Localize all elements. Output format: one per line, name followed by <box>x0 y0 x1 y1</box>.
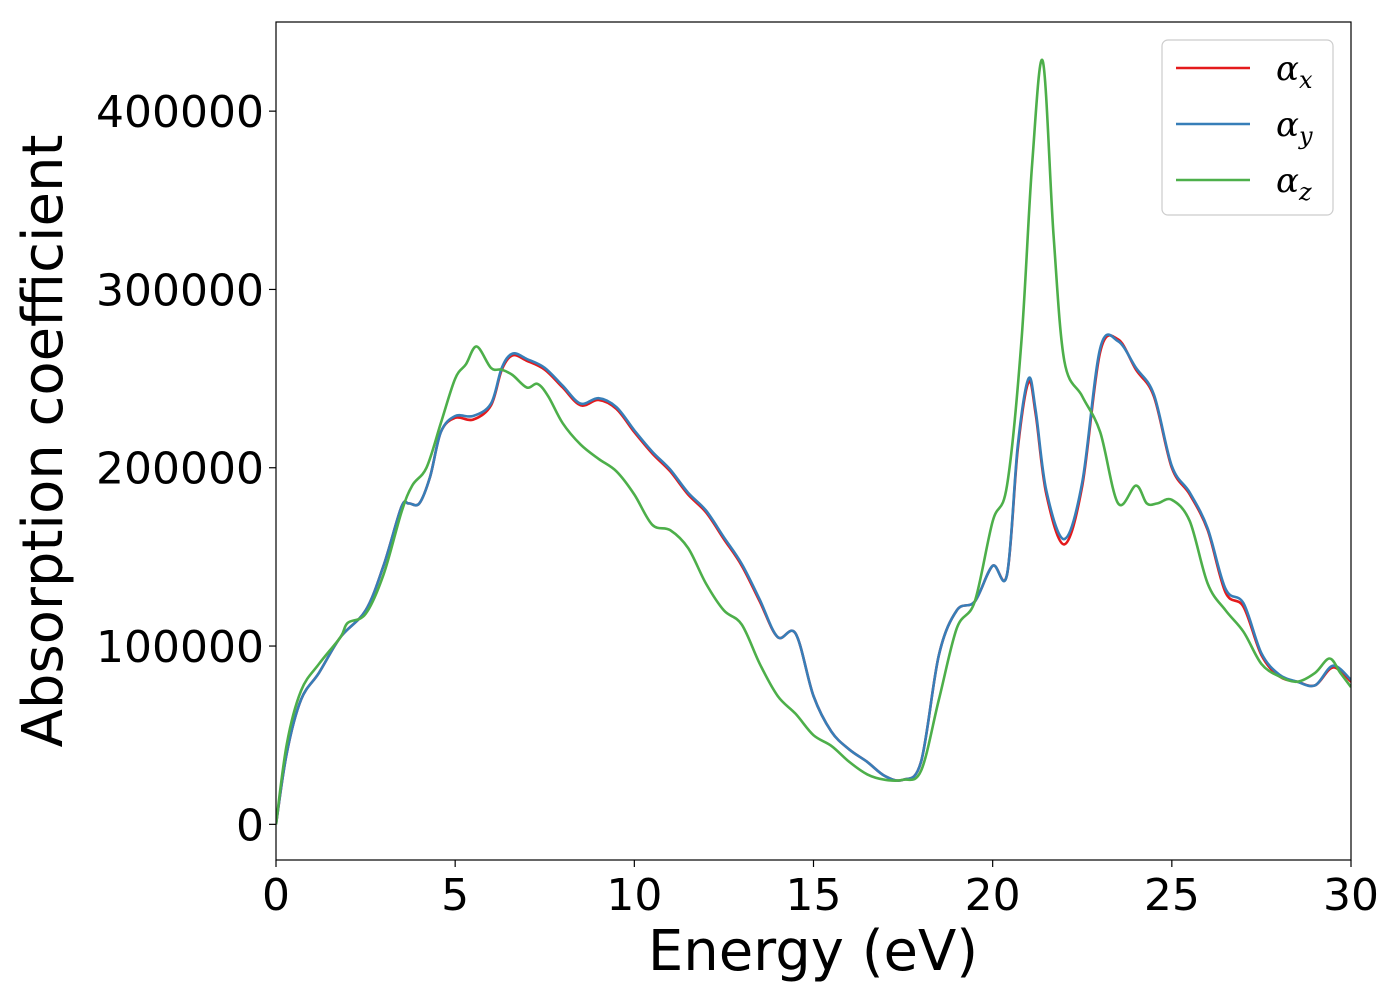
y-tick-label: 0 <box>236 800 264 851</box>
legend: αx αy αz <box>1161 39 1334 216</box>
series-line-z <box>276 58 1351 825</box>
x-tick-label: 5 <box>441 870 469 921</box>
y-tick-label: 400000 <box>96 87 264 138</box>
y-tick-label: 300000 <box>96 265 264 316</box>
legend-label-z: αz <box>1276 161 1312 206</box>
x-axis-title: Energy (eV) <box>648 919 978 984</box>
x-tick-label: 20 <box>965 870 1021 921</box>
y-axis-title: Absorption coefficient <box>11 135 76 748</box>
x-tick-label: 10 <box>606 870 662 921</box>
plot-area <box>275 21 1352 861</box>
series-line-y <box>276 333 1351 825</box>
series-group <box>276 58 1351 825</box>
y-tick-label: 100000 <box>96 622 264 673</box>
legend-label-y: αy <box>1276 105 1313 150</box>
legend-box <box>1161 39 1334 216</box>
x-tick-label: 15 <box>786 870 842 921</box>
x-tick-label: 30 <box>1323 870 1379 921</box>
legend-label-x: αx <box>1276 49 1313 94</box>
y-tick-label: 200000 <box>96 444 264 495</box>
x-tick-label: 25 <box>1144 870 1200 921</box>
y-axis: 0 100000 200000 300000 400000 <box>96 87 276 851</box>
x-axis: 0 5 10 15 20 25 30 <box>262 860 1379 921</box>
x-tick-label: 0 <box>262 870 290 921</box>
